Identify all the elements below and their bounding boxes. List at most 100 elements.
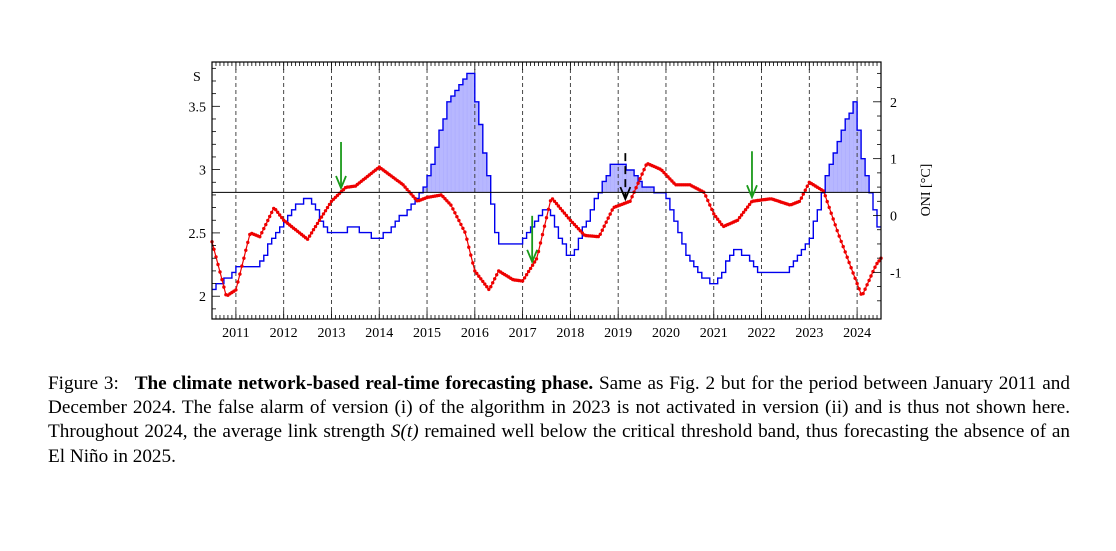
- oni-shade-bin: [478, 124, 484, 193]
- link-strength-point: [465, 237, 469, 241]
- y-left-tick-label: 2: [199, 290, 206, 305]
- caption-title: The climate network-based real-time fore…: [134, 373, 594, 394]
- oni-shade-bin: [482, 153, 488, 193]
- year-dashed-lines: [235, 62, 858, 319]
- link-strength-point: [558, 206, 563, 211]
- link-strength-point: [805, 184, 809, 188]
- link-strength-point: [485, 285, 489, 289]
- link-strength-point: [238, 272, 242, 276]
- oni-shaded-area: [423, 73, 870, 193]
- link-strength-point: [735, 218, 740, 222]
- x-year-label: 2011: [222, 326, 249, 341]
- link-strength-point: [863, 287, 867, 291]
- oni-shade-bin: [642, 187, 647, 193]
- forecast-arrows: [335, 141, 758, 265]
- link-strength-point: [636, 181, 640, 185]
- y-axis-right-label: ONI [°C]: [919, 164, 934, 217]
- link-strength-point: [409, 192, 413, 196]
- link-strength-point: [712, 212, 716, 216]
- link-strength-point: [401, 183, 405, 187]
- link-strength-point: [829, 211, 833, 215]
- link-strength-point: [596, 234, 600, 239]
- link-strength-point: [280, 215, 284, 220]
- link-strength-point: [212, 247, 216, 251]
- link-strength-point: [276, 210, 280, 214]
- link-strength-point: [861, 291, 865, 296]
- link-strength-point: [847, 260, 851, 265]
- link-strength-point: [855, 281, 859, 286]
- oni-line: [212, 72, 881, 291]
- chart: 2 2.5 3 3.5 -1 0 1 2 2011 2012 2013 2014 2015 2016 201…: [189, 61, 934, 341]
- link-strength-point: [867, 278, 871, 283]
- caption-text-2: remained well below the critical thresho…: [48, 421, 1070, 467]
- link-strength-point: [801, 192, 805, 196]
- oni-shade-bin: [638, 181, 643, 193]
- oni-shade-bin: [614, 164, 619, 193]
- oni-step-series: [212, 72, 881, 291]
- link-strength-point: [307, 234, 312, 238]
- oni-shade-bin: [474, 101, 480, 193]
- figure-caption: Figure 3: The climate network-based real…: [48, 372, 1070, 469]
- oni-shade-bin: [431, 164, 436, 193]
- link-strength-point: [538, 241, 543, 245]
- link-strength-point: [550, 197, 555, 201]
- link-strength-point: [540, 232, 545, 237]
- link-strength-point: [739, 213, 744, 217]
- link-strength-point: [823, 194, 827, 198]
- caption-label: Figure 3:: [48, 373, 119, 394]
- link-strength-point: [628, 199, 632, 203]
- link-strength-point: [741, 210, 746, 214]
- x-year-label: 2013: [317, 326, 345, 341]
- link-strength-point: [869, 274, 873, 278]
- link-strength-point: [218, 270, 222, 274]
- link-strength-point: [315, 221, 320, 226]
- link-strength-point: [821, 189, 825, 193]
- x-year-label: 2014: [365, 326, 393, 341]
- y-right-tick-label: -1: [890, 266, 902, 281]
- link-strength-point: [871, 269, 875, 274]
- link-strength-point: [797, 199, 802, 204]
- link-strength-point: [214, 255, 218, 259]
- oni-shade-bin: [853, 101, 858, 193]
- link-strength-point: [262, 226, 266, 231]
- oni-shade-bin: [857, 130, 862, 193]
- link-strength-point: [270, 210, 274, 215]
- link-strength-point: [459, 222, 463, 227]
- link-strength-point: [745, 205, 750, 209]
- link-strength-point: [234, 288, 238, 292]
- link-strength-point: [865, 283, 869, 287]
- link-strength-point: [325, 205, 330, 210]
- oni-shade-bin: [606, 175, 611, 193]
- caption-text-1: Same as Fig. 2 but for the period betwee…: [48, 373, 1070, 443]
- arrow-head: [619, 186, 632, 202]
- oni-shade-bin: [630, 170, 635, 193]
- link-strength-point: [600, 228, 604, 232]
- link-strength-point: [638, 177, 642, 181]
- oni-shade-bin: [841, 130, 846, 193]
- link-strength-point: [475, 271, 479, 276]
- link-strength-point: [704, 194, 708, 198]
- link-strength-point: [546, 207, 551, 211]
- link-strength-point: [236, 280, 240, 284]
- x-year-label: 2016: [461, 326, 489, 341]
- link-strength-point: [526, 269, 531, 274]
- x-year-label: 2023: [795, 326, 823, 341]
- x-year-label: 2022: [748, 326, 776, 341]
- x-year-label: 2019: [604, 326, 632, 341]
- link-strength-series: [210, 162, 883, 297]
- link-strength-point: [534, 257, 539, 261]
- link-strength-point: [317, 218, 322, 222]
- link-strength-point: [495, 273, 499, 277]
- oni-shade-bin: [865, 175, 870, 193]
- oni-shade-bin: [634, 175, 639, 193]
- link-strength-point: [564, 213, 569, 218]
- arrow-head: [526, 249, 538, 265]
- y-right-tick-label: 0: [890, 210, 897, 225]
- link-strength-point: [799, 196, 804, 200]
- link-strength-point: [305, 237, 310, 241]
- link-strength-point: [461, 226, 465, 230]
- link-strength-point: [467, 245, 471, 249]
- oni-shade-bin: [849, 113, 854, 193]
- link-strength-point: [706, 198, 710, 203]
- link-strength-point: [708, 203, 712, 207]
